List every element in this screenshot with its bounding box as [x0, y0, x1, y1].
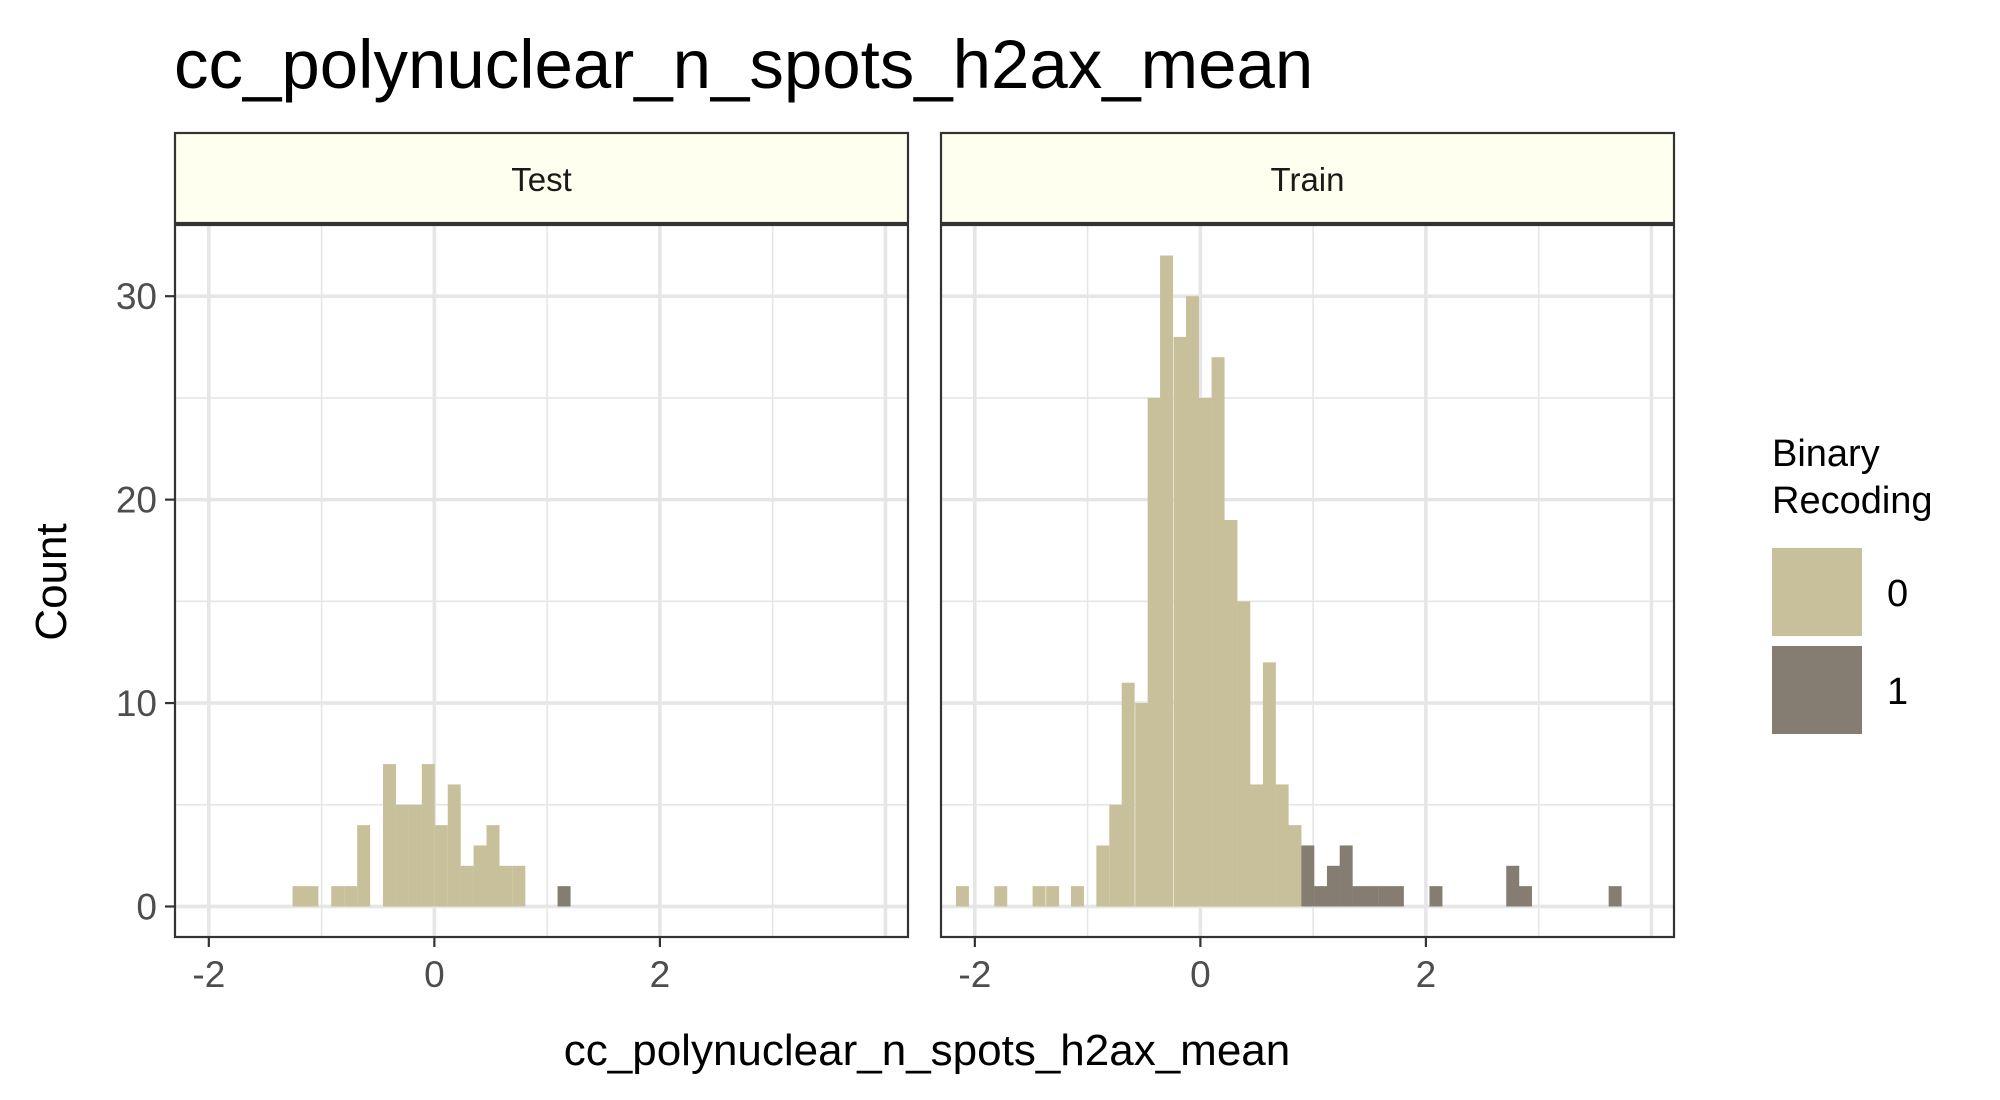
- histogram-bar: [1429, 886, 1443, 907]
- y-axis-title: Count: [27, 523, 76, 640]
- histogram-bar: [408, 804, 422, 907]
- y-tick-label: 30: [116, 276, 157, 317]
- y-tick-label: 0: [136, 886, 157, 927]
- histogram-bar: [994, 886, 1008, 907]
- histogram-bar: [383, 764, 396, 907]
- x-axis-title: cc_polynuclear_n_spots_h2ax_mean: [564, 1026, 1291, 1075]
- histogram-bar: [357, 825, 371, 907]
- histogram-bar: [1390, 886, 1404, 907]
- histogram-bar: [1121, 682, 1135, 907]
- histogram-bar: [292, 886, 306, 907]
- x-tick-label: -2: [958, 954, 991, 995]
- histogram-bar: [344, 886, 358, 907]
- histogram-bar: [1224, 519, 1238, 907]
- histogram-bar: [1211, 357, 1225, 907]
- histogram-bar: [1147, 397, 1161, 907]
- histogram-bar: [1378, 886, 1392, 907]
- legend-title: Recoding: [1772, 480, 1933, 522]
- histogram-bar: [1506, 865, 1520, 907]
- histogram-bar: [1365, 886, 1379, 907]
- panel-border: [939, 223, 1676, 939]
- chart-title: cc_polynuclear_n_spots_h2ax_mean: [174, 26, 1313, 103]
- legend-key-1: [1772, 646, 1862, 734]
- histogram-bar: [1185, 296, 1199, 907]
- x-tick-label: 0: [424, 954, 445, 995]
- histogram-bar: [1237, 601, 1251, 907]
- histogram-bar: [1096, 845, 1110, 907]
- panel-border: [173, 223, 910, 939]
- x-tick-label: -2: [192, 954, 225, 995]
- histogram-bar: [1301, 845, 1315, 907]
- facet-strip: [173, 131, 910, 225]
- histogram-bar: [486, 825, 500, 907]
- histogram-bar: [305, 886, 319, 907]
- histogram-bar: [1135, 703, 1149, 907]
- histogram-bar: [1314, 886, 1328, 907]
- histogram-bar: [1352, 886, 1366, 907]
- histogram-bar: [421, 764, 435, 907]
- plot-background: [941, 225, 1674, 937]
- histogram-bar: [1608, 886, 1622, 907]
- histogram-bar: [1288, 825, 1302, 907]
- legend-title: Binary: [1772, 433, 1880, 475]
- histogram-bar: [460, 865, 474, 907]
- x-tick-label: 2: [650, 954, 671, 995]
- histogram-bar: [1518, 886, 1532, 907]
- facet-strip-label: Train: [1271, 161, 1345, 198]
- histogram-bar: [1339, 845, 1353, 907]
- histogram-bar: [955, 886, 969, 907]
- histogram-bar: [473, 845, 487, 907]
- histogram-bar: [557, 886, 571, 907]
- histogram-bar: [1160, 255, 1174, 907]
- facet-strip-label: Test: [511, 161, 572, 198]
- y-tick-label: 20: [116, 480, 157, 521]
- histogram-bar: [331, 886, 345, 907]
- histogram-bar: [1173, 336, 1187, 907]
- histogram-bar: [395, 804, 409, 907]
- histogram-bar: [1326, 865, 1340, 907]
- histogram-bar: [1198, 397, 1212, 907]
- y-tick-label: 10: [116, 683, 157, 724]
- x-tick-label: 2: [1416, 954, 1437, 995]
- histogram-bar: [1262, 662, 1276, 907]
- histogram-bar: [447, 784, 461, 907]
- histogram-bar: [1275, 784, 1289, 907]
- plot-background: [175, 225, 908, 937]
- histogram-bar: [1109, 804, 1123, 907]
- legend-label-1: 1: [1887, 671, 1908, 713]
- histogram-bar: [434, 825, 448, 907]
- histogram-bar: [1046, 886, 1060, 907]
- histogram-bar: [499, 865, 513, 907]
- histogram-bar: [1250, 784, 1264, 907]
- histogram-bar: [1032, 886, 1046, 907]
- panel-train: Train -2 0 2: [939, 131, 1676, 995]
- legend: Binary Recoding 0 1: [1772, 433, 1933, 734]
- histogram-bar: [512, 865, 526, 907]
- x-tick-label: 0: [1190, 954, 1211, 995]
- legend-key-0: [1772, 548, 1862, 636]
- legend-label-0: 0: [1887, 573, 1908, 615]
- histogram-bar: [1070, 886, 1084, 907]
- facet-strip: [939, 131, 1676, 225]
